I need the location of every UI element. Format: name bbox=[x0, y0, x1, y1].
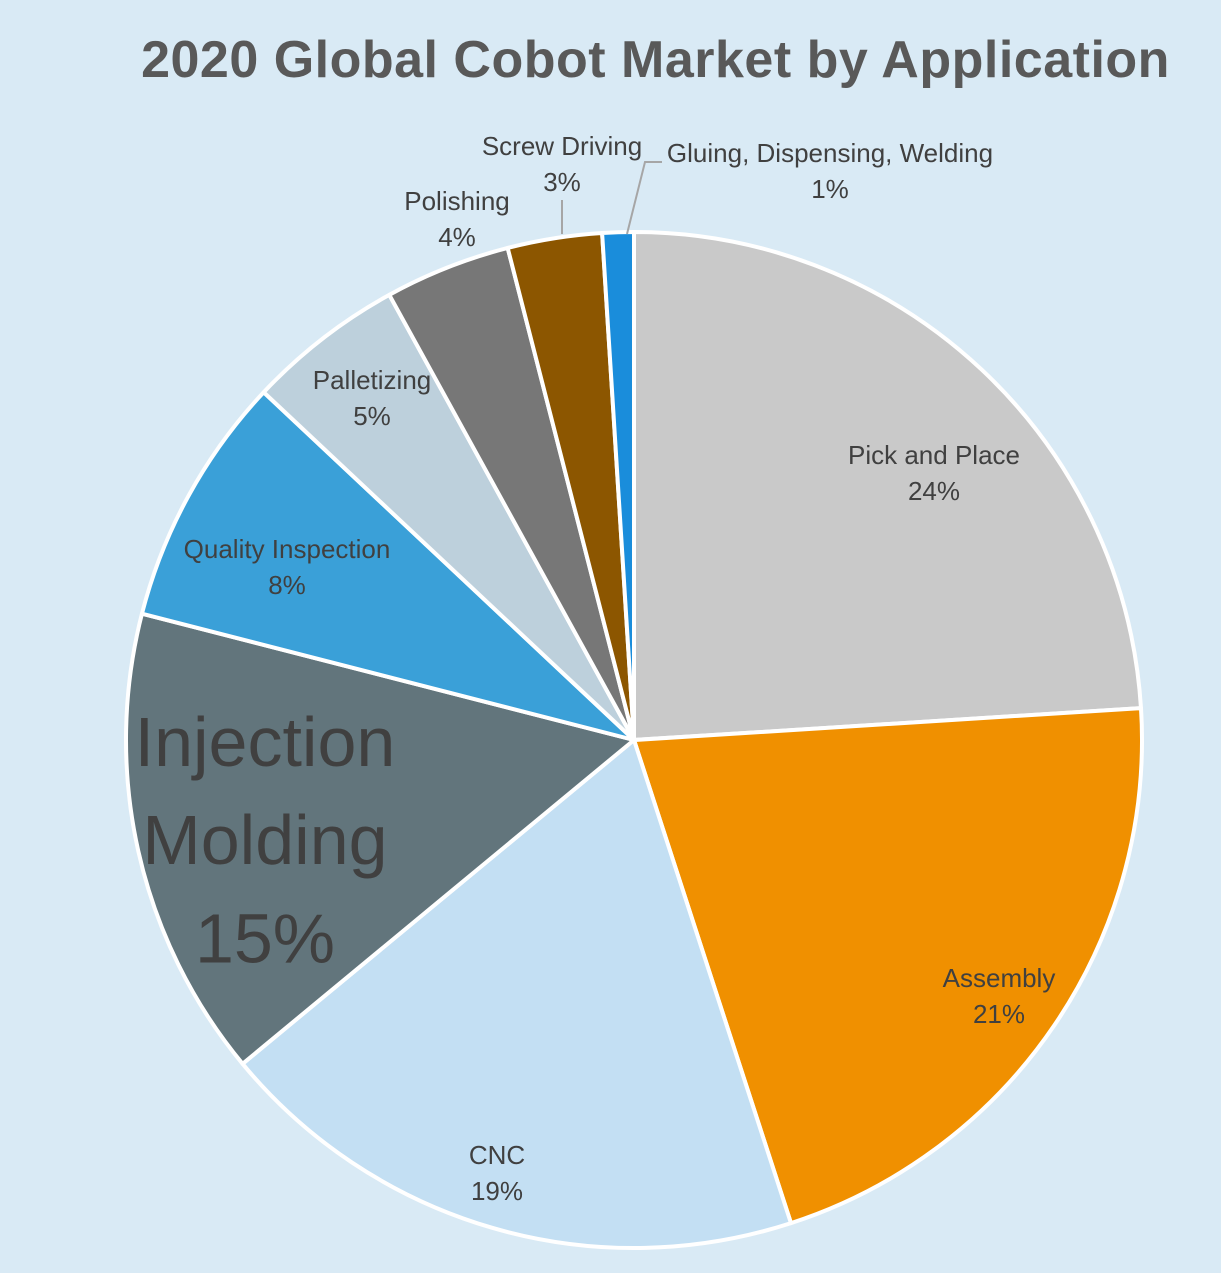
pie-slice-cnc bbox=[240, 738, 793, 1250]
slice-value-injection-molding: 15% bbox=[195, 899, 335, 977]
slice-value-polishing: 4% bbox=[438, 222, 476, 252]
slice-value-cnc: 19% bbox=[471, 1176, 523, 1206]
pie-slice-quality-inspection bbox=[139, 390, 636, 742]
slice-label-gluing-dispensing-welding: Gluing, Dispensing, Welding bbox=[667, 138, 993, 168]
slice-value-screw-driving: 3% bbox=[543, 167, 581, 197]
slice-value-gluing-dispensing-welding: 1% bbox=[811, 174, 849, 204]
slice-label-polishing: Polishing bbox=[404, 186, 510, 216]
slice-label-cnc: CNC bbox=[469, 1140, 525, 1170]
pie-slice-assembly bbox=[632, 706, 1144, 1226]
slices-layer bbox=[124, 230, 1144, 1250]
pie-slice-pick-and-place bbox=[632, 230, 1143, 742]
slice-value-pick-and-place: 24% bbox=[908, 476, 960, 506]
chart-title: 2020 Global Cobot Market by Application bbox=[141, 31, 1170, 89]
slice-label-quality-inspection: Quality Inspection bbox=[184, 534, 391, 564]
pie-slice-palletizing bbox=[261, 292, 636, 742]
leader-lines-layer bbox=[561, 161, 662, 235]
pie-slice-injection-molding bbox=[124, 611, 636, 1066]
slice-value-assembly: 21% bbox=[973, 999, 1025, 1029]
slice-value-quality-inspection: 8% bbox=[268, 570, 306, 600]
slice-label-screw-driving: Screw Driving bbox=[482, 131, 642, 161]
pie-slice-gluing-dispensing-welding bbox=[600, 230, 636, 742]
slice-label-assembly: Assembly bbox=[943, 963, 1056, 993]
slice-label-injection-molding: Injection Molding bbox=[135, 703, 396, 879]
labels-layer: Pick and Place 24% Assembly 21% CNC 19% Inject… bbox=[135, 131, 1056, 1206]
slice-label-pick-and-place: Pick and Place bbox=[848, 440, 1020, 470]
slice-label-palletizing: Palletizing bbox=[313, 365, 432, 395]
leader-line-gluing-dispensing-welding bbox=[626, 161, 662, 235]
slice-value-palletizing: 5% bbox=[353, 401, 391, 431]
